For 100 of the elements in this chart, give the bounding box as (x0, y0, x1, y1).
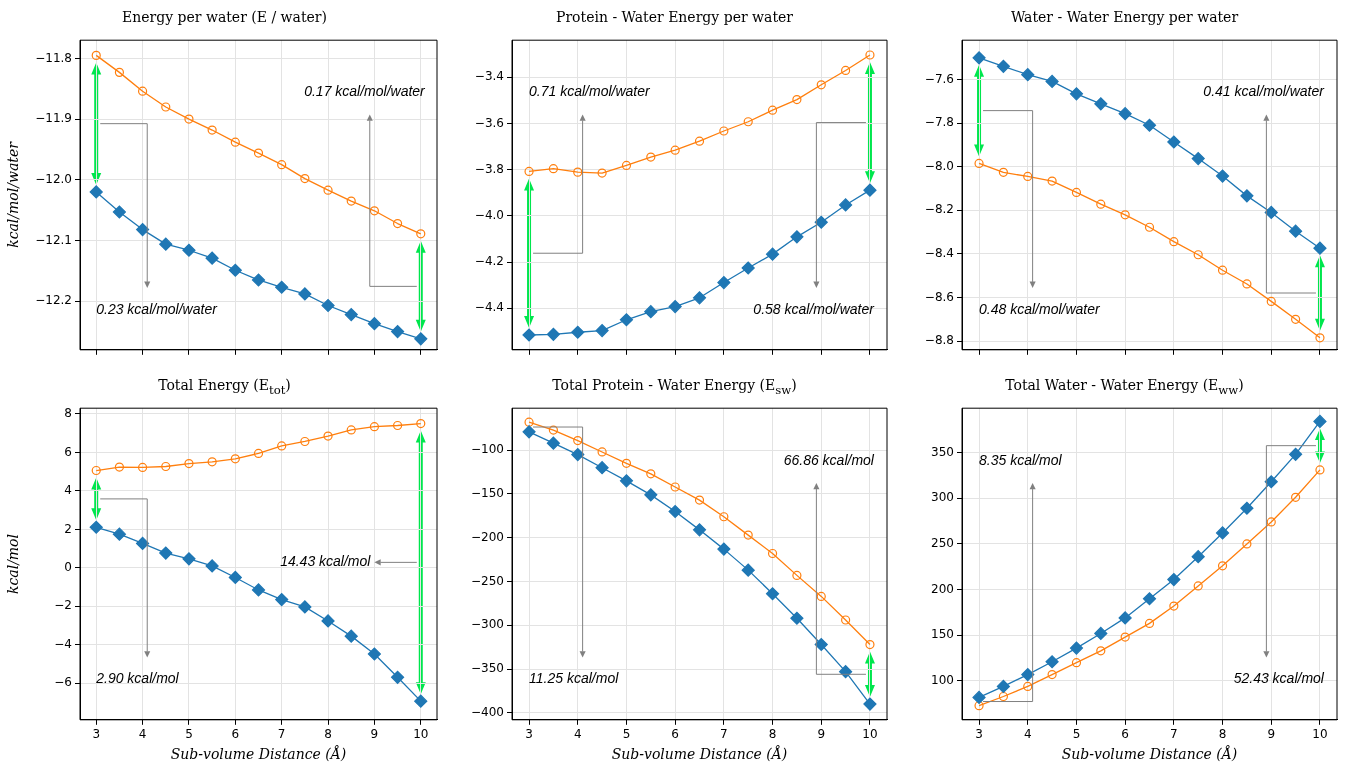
point (619, 474, 634, 488)
point (767, 105, 778, 115)
point (277, 160, 287, 170)
point (546, 436, 560, 450)
point (184, 114, 194, 124)
point (89, 520, 103, 534)
point (161, 461, 171, 472)
y-tick-label: 4 (64, 483, 72, 498)
y-tick-label: 150 (931, 627, 954, 642)
point (298, 600, 312, 614)
annotation: 0.23 kcal/mol/water (96, 300, 219, 317)
y-tick-label: −8.0 (924, 158, 954, 173)
point (346, 196, 356, 206)
y-tick-label: 0 (64, 559, 72, 574)
point (1315, 333, 1325, 343)
point (114, 462, 125, 472)
y-axis-title: kcal/mol/water (5, 140, 22, 248)
y-tick-label: −7.8 (924, 115, 954, 130)
point (369, 206, 380, 216)
point (228, 263, 242, 277)
point (814, 637, 828, 652)
point (790, 230, 804, 244)
point (1191, 550, 1205, 564)
point (207, 457, 217, 467)
y-tick-label: −11.9 (35, 111, 72, 126)
x-tick-label: 5 (622, 727, 631, 742)
point (161, 102, 171, 112)
point (205, 251, 219, 265)
point (619, 313, 634, 327)
point (135, 223, 150, 237)
x-tick-label: 8 (324, 727, 332, 742)
point (1266, 517, 1276, 527)
y-tick-label: −250 (471, 573, 504, 588)
point (814, 215, 828, 229)
point (1094, 97, 1108, 111)
point (1120, 632, 1130, 642)
y-tick-label: 6 (64, 444, 72, 459)
point (251, 583, 266, 597)
annotation: 0.41 kcal/mol/water (1203, 83, 1326, 100)
point (1217, 265, 1228, 275)
point (668, 504, 682, 519)
point (277, 441, 287, 451)
point (414, 332, 428, 346)
point (765, 587, 780, 601)
point (159, 546, 173, 560)
y-tick-label: −8.4 (924, 245, 954, 260)
point (346, 425, 356, 435)
point (1215, 169, 1230, 183)
point (1071, 658, 1082, 668)
point (1291, 314, 1301, 324)
point (1069, 87, 1084, 101)
x-tick-label: 10 (1312, 727, 1328, 742)
point (323, 185, 333, 195)
y-tick-label: −150 (471, 486, 504, 501)
point (816, 591, 826, 601)
point (1120, 210, 1130, 220)
point (182, 552, 196, 566)
point (1144, 222, 1155, 232)
point (1240, 501, 1254, 515)
y-tick-label: −100 (471, 442, 504, 457)
point (522, 425, 536, 439)
point (230, 137, 240, 147)
x-axis-title: Sub-volume Distance (Å) (170, 745, 347, 763)
point (390, 324, 405, 339)
point (344, 307, 358, 322)
point (996, 59, 1010, 73)
x-tick-label: 8 (1218, 727, 1227, 742)
point (159, 237, 173, 251)
point (863, 697, 877, 711)
point (184, 459, 194, 469)
point (1021, 667, 1035, 682)
point (89, 185, 103, 199)
x-tick-label: 3 (975, 727, 983, 742)
point (251, 273, 266, 287)
point (1289, 224, 1303, 238)
point (524, 417, 534, 427)
point (670, 145, 680, 155)
annotation: 2.90 kcal/mol (95, 670, 180, 687)
point (792, 94, 802, 105)
point (717, 275, 731, 290)
point (646, 469, 656, 479)
y-tick-label: −300 (471, 617, 504, 632)
point (522, 328, 536, 342)
point (816, 80, 826, 90)
chart-title: Total Water - Water Energy (E$_{ww}$) (1004, 376, 1245, 398)
point (863, 183, 877, 197)
x-axis-title: Sub-volume Distance (Å) (1061, 745, 1238, 763)
point (644, 305, 658, 319)
point (644, 488, 658, 502)
point (841, 615, 851, 625)
x-tick-label: 6 (231, 727, 240, 742)
point (743, 530, 753, 540)
y-tick-label: −4.0 (474, 207, 504, 222)
point (719, 512, 729, 522)
point (91, 465, 101, 476)
y-tick-label: −4.4 (474, 300, 504, 315)
y-tick-label: −3.6 (474, 115, 504, 130)
point (253, 148, 264, 158)
annotation: 0.71 kcal/mol/water (529, 83, 651, 100)
point (646, 152, 656, 162)
